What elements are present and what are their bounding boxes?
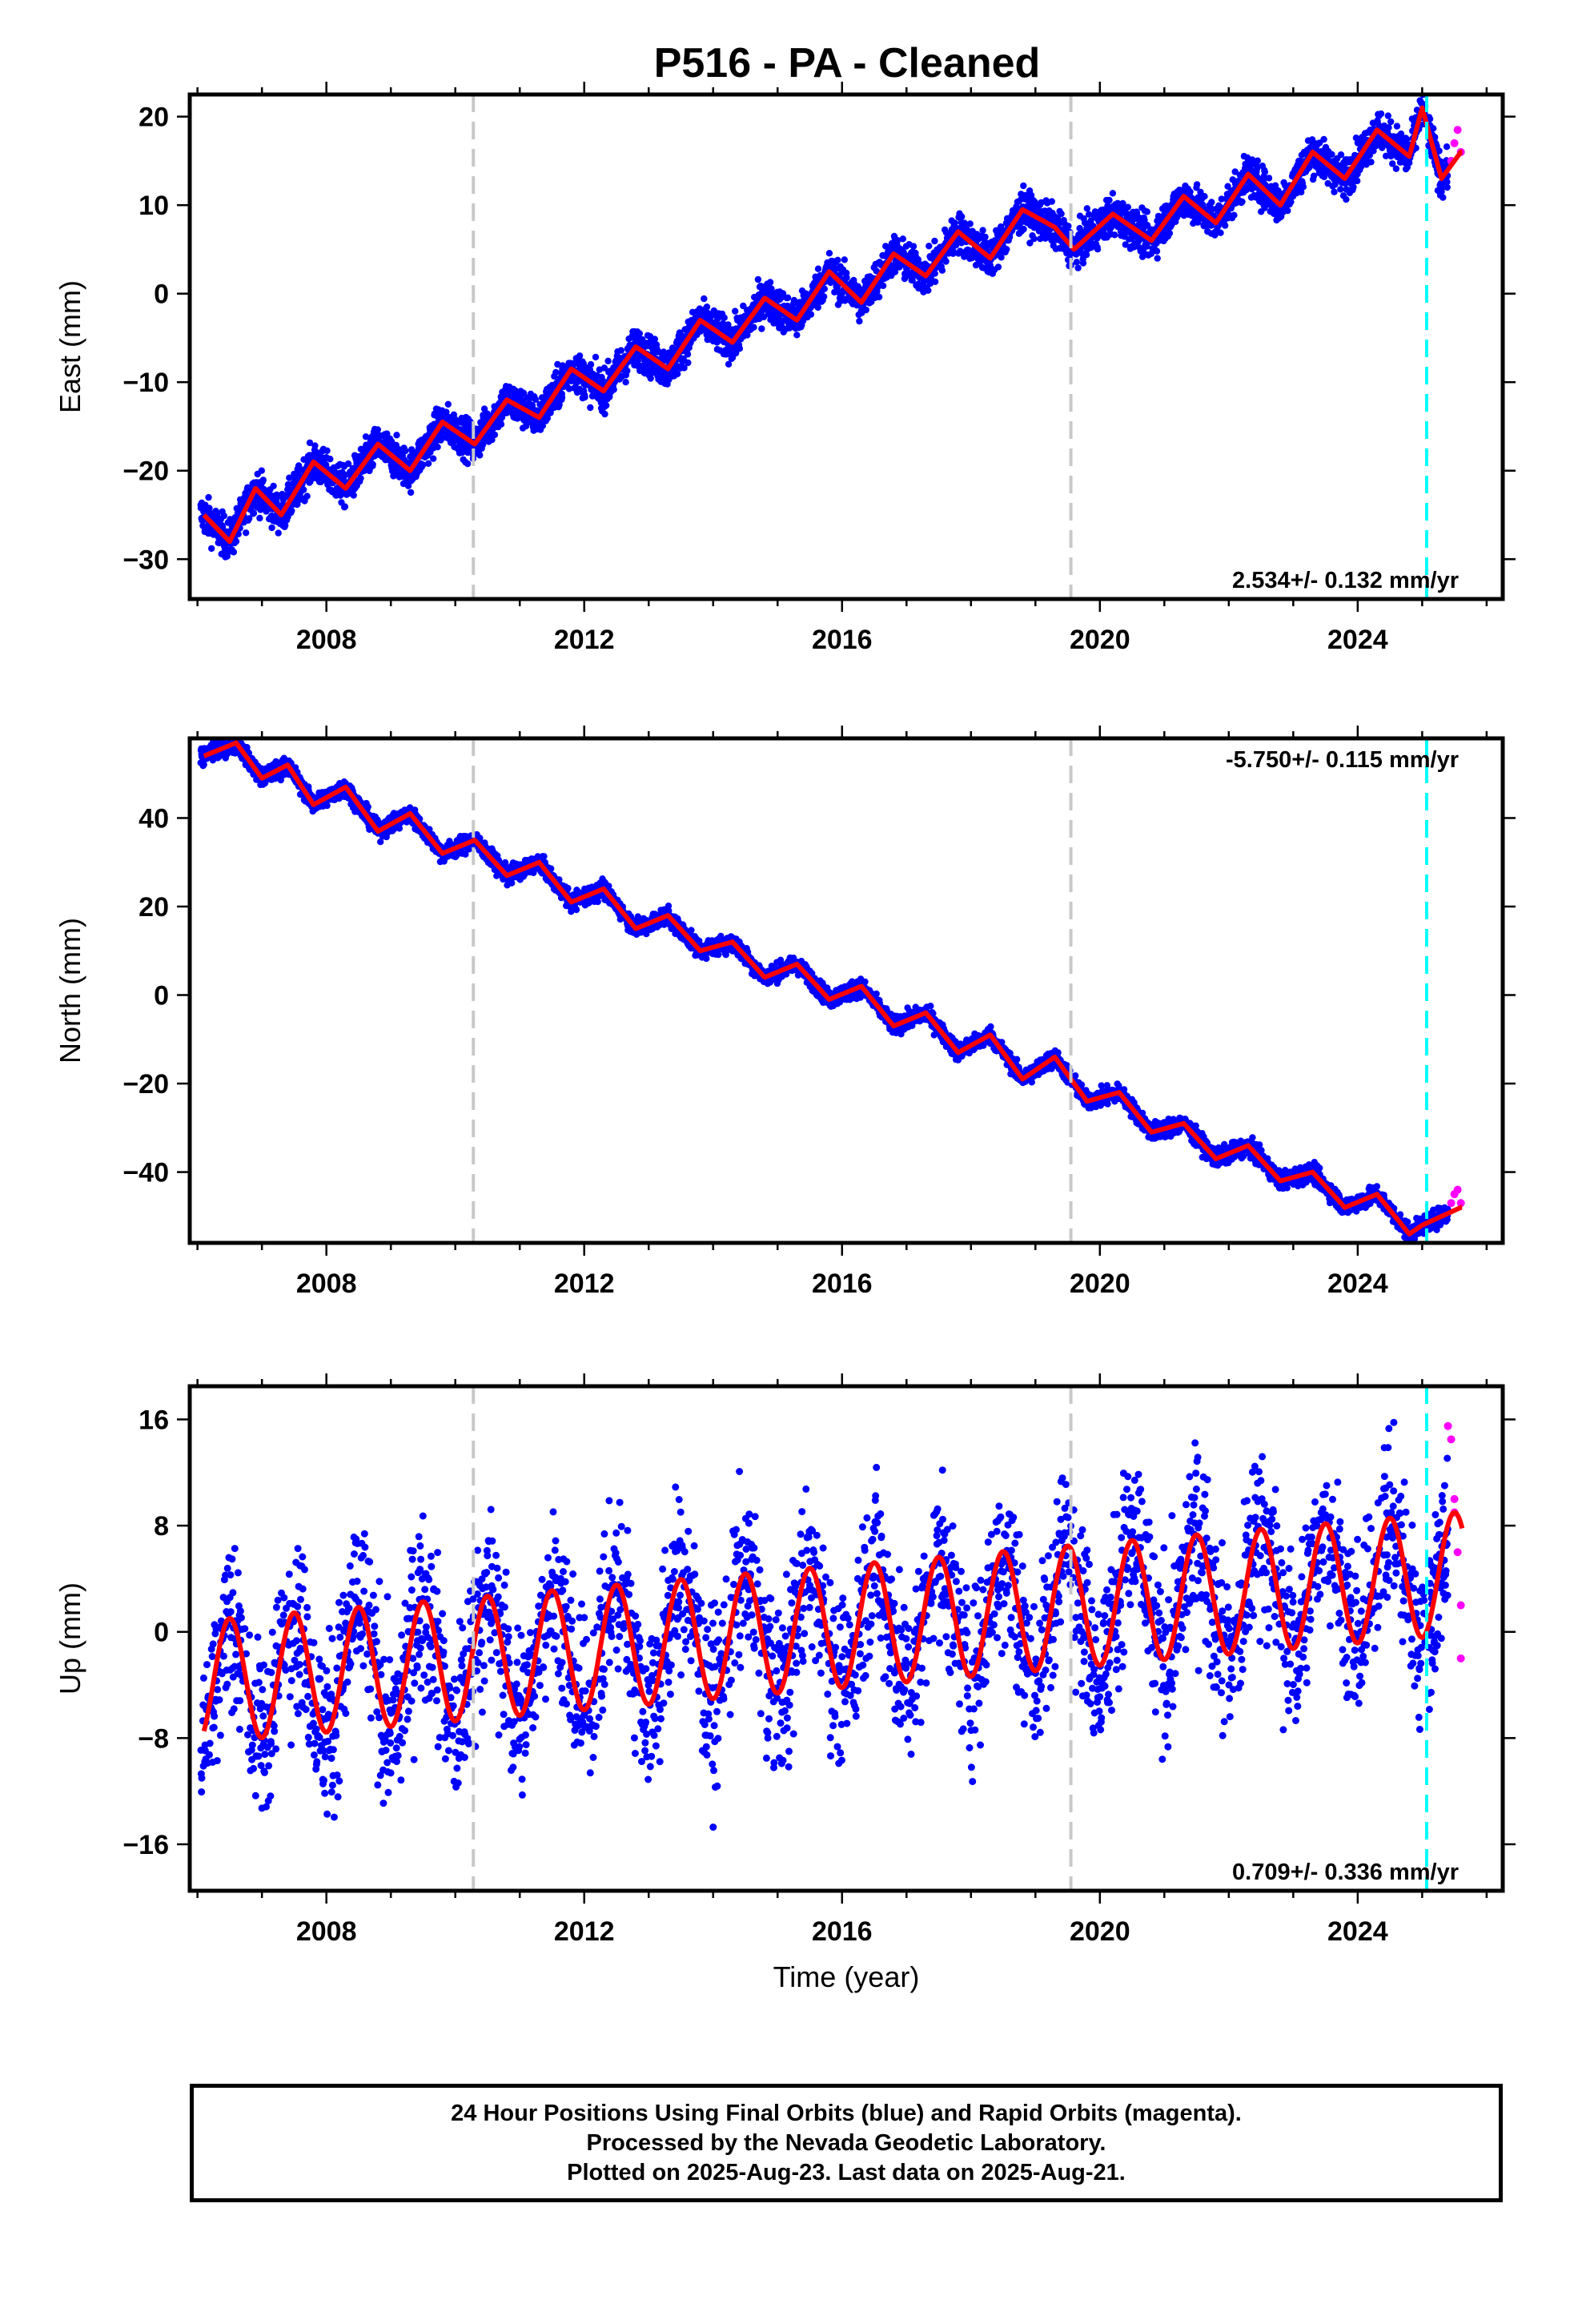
x-tick-label: 2008: [296, 1916, 357, 1947]
y-tick-label: 10: [139, 191, 169, 221]
x-tick-label: 2020: [1070, 1269, 1130, 1299]
north-velocity-label: -5.750+/- 0.115 mm/yr: [1226, 747, 1459, 773]
footer-line-2: Processed by the Nevada Geodetic Laborat…: [586, 2130, 1106, 2156]
y-tick-label: 20: [139, 892, 169, 923]
y-tick-label: 20: [139, 103, 169, 133]
x-tick-label: 2016: [812, 625, 873, 655]
y-tick-label: 40: [139, 803, 169, 834]
x-tick-label: 2016: [812, 1269, 873, 1299]
east-model-fit-line: [202, 105, 1464, 545]
north-rapid-orbit-point: [1453, 1185, 1462, 1194]
up-rapid-orbit-point: [1456, 1654, 1465, 1663]
east-rapid-orbit-point: [1450, 139, 1459, 147]
up-y-axis-title: Up (mm): [54, 1582, 86, 1695]
y-tick-label: −10: [122, 368, 169, 398]
east-velocity-label: 2.534+/- 0.132 mm/yr: [1232, 568, 1459, 593]
up-rapid-orbit-point: [1450, 1494, 1459, 1503]
x-tick-label: 2024: [1327, 625, 1388, 655]
east-y-axis-title: East (mm): [54, 280, 86, 413]
footer-line-3: Plotted on 2025-Aug-23. Last data on 202…: [567, 2160, 1126, 2185]
y-tick-label: 0: [154, 981, 169, 1011]
x-tick-label: 2024: [1327, 1916, 1388, 1947]
up-rapid-orbit-point: [1447, 1435, 1456, 1444]
y-tick-label: −8: [138, 1723, 169, 1754]
x-tick-label: 2016: [812, 1916, 873, 1947]
x-tick-label: 2024: [1327, 1269, 1388, 1299]
footer-line-1: 24 Hour Positions Using Final Orbits (bl…: [451, 2101, 1242, 2126]
north-plot-area: [197, 738, 1465, 1243]
y-tick-label: −20: [122, 456, 169, 487]
x-tick-label: 2020: [1070, 625, 1130, 655]
y-tick-label: 16: [139, 1405, 169, 1435]
up-rapid-orbit-point: [1453, 1548, 1462, 1557]
y-tick-label: 0: [154, 279, 169, 310]
up-rapid-orbit-point: [1456, 1601, 1465, 1610]
x-tick-label: 2020: [1070, 1916, 1130, 1947]
figure-title: P516 - PA - Cleaned: [654, 40, 1041, 86]
east-rapid-orbit-point: [1453, 126, 1462, 135]
north-panel: 2008 2012 2016 2020 2024 −40 −20 0 20 40 North (mm…: [54, 726, 1516, 1299]
north-y-axis-title: North (mm): [54, 918, 86, 1063]
north-final-orbit-points: [197, 738, 1452, 1243]
y-tick-label: 0: [154, 1618, 169, 1648]
north-plot-frame: [187, 736, 1505, 1245]
up-rapid-orbit-point: [1443, 1421, 1452, 1430]
east-plot-area: [197, 94, 1465, 599]
east-plot-frame: [187, 92, 1505, 601]
east-panel: 2008 2012 2016 2020 2024 −30 −20 −10 0 10 20 East (…: [54, 82, 1516, 655]
north-model-fit-line: [202, 740, 1464, 1236]
north-rapid-orbit-point: [1447, 1199, 1456, 1208]
x-tick-label: 2008: [296, 1269, 357, 1299]
up-model-fit-line: [201, 1510, 1465, 1740]
north-rapid-orbit-point: [1456, 1199, 1465, 1208]
x-tick-label: 2012: [554, 1916, 615, 1947]
footer-caption-box: 24 Hour Positions Using Final Orbits (bl…: [190, 2084, 1503, 2202]
y-tick-label: −16: [122, 1830, 169, 1860]
up-velocity-label: 0.709+/- 0.336 mm/yr: [1232, 1860, 1459, 1885]
x-tick-label: 2012: [554, 625, 615, 655]
x-axis-title: Time (year): [773, 1960, 920, 1993]
y-tick-label: −30: [122, 545, 169, 575]
east-final-orbit-points: [197, 94, 1452, 561]
up-plot-area: [197, 1386, 1465, 1891]
y-tick-label: 8: [154, 1511, 169, 1542]
up-panel: 2008 2012 2016 2020 2024 −16 −8 0 8 16 Up (mm) Time…: [54, 1373, 1516, 1993]
y-tick-label: −20: [122, 1069, 169, 1100]
plot-canvas: P516 - PA - Cleaned 2008 2012 2016 2020 2024…: [54, 40, 1516, 1993]
x-tick-label: 2012: [554, 1269, 615, 1299]
y-tick-label: −40: [122, 1158, 169, 1188]
x-tick-label: 2008: [296, 625, 357, 655]
up-plot-frame: [187, 1384, 1505, 1893]
